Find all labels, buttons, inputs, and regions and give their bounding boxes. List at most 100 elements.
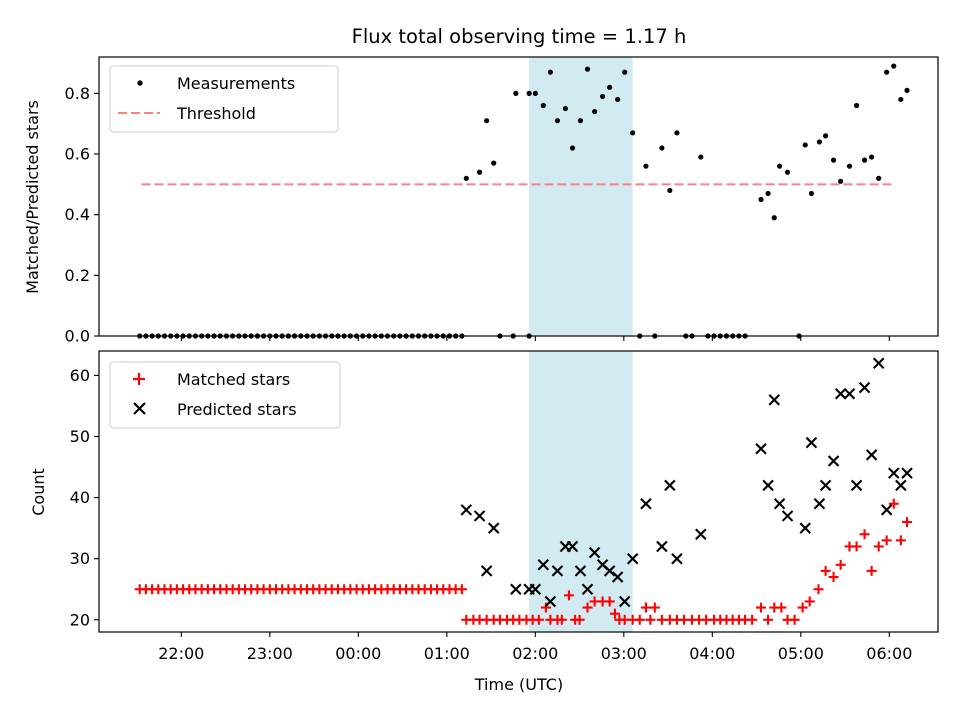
matched-star-point bbox=[540, 602, 551, 613]
predicted-star-stroke-b bbox=[827, 455, 840, 467]
predicted-star-stroke-b bbox=[596, 559, 609, 571]
predicted-star-stroke-b bbox=[755, 442, 767, 455]
measurement-point bbox=[562, 105, 569, 112]
measurement-point bbox=[607, 84, 613, 90]
top-panel: 0.00.20.40.60.8 Matched/Predicted stars … bbox=[23, 56, 939, 346]
predicted-star-stroke-b bbox=[799, 522, 811, 534]
measurement-point bbox=[884, 69, 890, 75]
predicted-star-stroke-b bbox=[805, 436, 818, 449]
predicted-star-stroke-b bbox=[588, 546, 601, 559]
predicted-star-point bbox=[865, 449, 878, 461]
x-tick-label: 00:00 bbox=[335, 644, 381, 663]
matched-star-point bbox=[533, 614, 544, 625]
predicted-star-stroke-b bbox=[510, 583, 522, 595]
legend-label-threshold: Threshold bbox=[176, 104, 256, 123]
predicted-star-stroke-b bbox=[880, 504, 893, 516]
measurement-point bbox=[776, 163, 783, 169]
matched-star-point bbox=[828, 572, 839, 583]
predicted-star-point bbox=[611, 571, 624, 583]
predicted-star-stroke-b bbox=[487, 522, 500, 534]
predicted-star-stroke-b bbox=[865, 449, 878, 461]
measurement-point bbox=[846, 163, 853, 169]
predicted-star-point bbox=[510, 583, 522, 595]
measurement-point bbox=[838, 178, 844, 184]
predicted-star-point bbox=[588, 546, 601, 559]
matched-star-point bbox=[888, 498, 899, 509]
measurement-point bbox=[698, 154, 704, 160]
predicted-star-point bbox=[768, 394, 781, 406]
predicted-star-stroke-b bbox=[781, 510, 794, 522]
predicted-star-point bbox=[781, 510, 794, 522]
legend-label-matched: Matched stars bbox=[177, 370, 290, 389]
y-tick-label: 0.4 bbox=[65, 205, 90, 224]
legend-marker-predicted bbox=[133, 402, 146, 415]
predicted-star-stroke-b bbox=[480, 565, 493, 577]
measurement-point bbox=[547, 69, 553, 75]
predicted-star-stroke-b bbox=[813, 497, 826, 510]
measurement-point bbox=[540, 102, 546, 109]
matched-star-point bbox=[582, 602, 593, 613]
bottom-ylabel: Count bbox=[29, 468, 48, 516]
measurement-point bbox=[532, 90, 538, 96]
predicted-star-stroke-b bbox=[611, 571, 624, 583]
measurement-point bbox=[599, 93, 606, 100]
predicted-star-point bbox=[480, 565, 493, 577]
predicted-star-stroke-b bbox=[695, 528, 707, 541]
predicted-star-stroke-b bbox=[888, 467, 900, 479]
x-tick-label: 04:00 bbox=[689, 644, 735, 663]
bottom-panel: 20 30 40 50 60 22:00 23:00 00:00 01:00 02:00 03:0… bbox=[29, 350, 939, 694]
predicted-star-point bbox=[858, 381, 871, 394]
predicted-star-point bbox=[872, 357, 885, 369]
x-tick-label: 22:00 bbox=[158, 644, 204, 663]
predicted-star-point bbox=[473, 510, 486, 522]
matched-star-point bbox=[634, 614, 645, 625]
predicted-star-stroke-b bbox=[858, 381, 871, 394]
measurement-point bbox=[584, 66, 591, 72]
measurement-point bbox=[577, 118, 584, 124]
measurement-point bbox=[758, 196, 764, 203]
predicted-star-point bbox=[850, 479, 863, 492]
matched-star-point bbox=[789, 614, 800, 625]
measurement-point bbox=[592, 108, 598, 115]
predicted-star-stroke-b bbox=[581, 583, 594, 595]
matched-star-point bbox=[851, 541, 862, 552]
predicted-star-stroke-b bbox=[819, 479, 832, 492]
predicted-star-stroke-b bbox=[901, 467, 913, 479]
predicted-star-point bbox=[901, 467, 913, 479]
matched-star-point bbox=[649, 602, 660, 613]
x-ticks: 22:00 23:00 00:00 01:00 02:00 03:00 04:00 05:00… bbox=[158, 632, 912, 663]
chart-title: Flux total observing time = 1.17 h bbox=[352, 25, 687, 48]
predicted-star-point bbox=[799, 522, 811, 534]
matched-star-point bbox=[763, 614, 774, 625]
x-tick-label: 02:00 bbox=[512, 644, 558, 663]
matched-star-point bbox=[640, 602, 651, 613]
predicted-star-stroke-b bbox=[460, 504, 473, 516]
x-tick-label: 05:00 bbox=[778, 644, 824, 663]
matched-star-point bbox=[556, 614, 567, 625]
highlight-span-bottom bbox=[529, 351, 633, 632]
measurement-point bbox=[891, 63, 897, 69]
measurement-point bbox=[554, 118, 561, 124]
predicted-star-stroke-b bbox=[850, 479, 863, 492]
predicted-star-stroke-b bbox=[574, 565, 587, 577]
measurement-point bbox=[622, 69, 628, 75]
measurement-point bbox=[784, 169, 791, 175]
measurement-point bbox=[876, 175, 882, 181]
predicted-star-stroke-b bbox=[664, 479, 676, 492]
predicted-star-stroke-b bbox=[843, 388, 856, 400]
predicted-star-stroke-b bbox=[626, 552, 639, 565]
predicted-star-point bbox=[529, 583, 542, 595]
y-tick-label: 60 bbox=[70, 366, 90, 385]
x-tick-label: 23:00 bbox=[247, 644, 293, 663]
predicted-star-stroke-b bbox=[762, 479, 774, 492]
predicted-star-point bbox=[773, 497, 786, 510]
measurement-point bbox=[643, 163, 649, 169]
legend-marker-matched bbox=[133, 373, 145, 385]
predicted-star-point bbox=[843, 388, 856, 400]
y-tick-label: 40 bbox=[70, 488, 90, 507]
predicted-star-point bbox=[805, 436, 818, 449]
measurement-point bbox=[615, 96, 621, 103]
measurement-point bbox=[476, 169, 483, 175]
measurement-point bbox=[674, 130, 680, 136]
